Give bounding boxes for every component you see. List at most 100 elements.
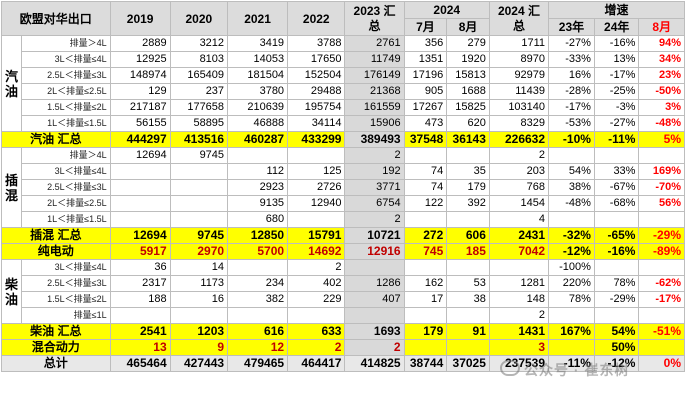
- cell-growth: 220%: [548, 275, 595, 292]
- cell-growth: -50%: [638, 83, 685, 100]
- cell-value: 2761: [344, 35, 405, 52]
- table-row: 柴油 3L＜排量≤4L 36 14 2 -100%: [0, 259, 685, 324]
- cell-value: [109, 163, 171, 180]
- cell-value: 36143: [446, 131, 490, 148]
- cell-value: 464417: [287, 355, 346, 372]
- row-sublabel: 1L＜排量≤1.5L: [21, 115, 111, 132]
- cell-growth: -70%: [638, 179, 685, 196]
- cell-growth: -33%: [548, 51, 595, 68]
- row-label: 插混 汇总: [1, 227, 111, 244]
- cell-value: 1173: [169, 275, 229, 292]
- cell-value: 2: [488, 147, 550, 164]
- cell-growth: [548, 339, 595, 356]
- cell-growth: -17%: [548, 99, 595, 116]
- row-sublabel: 2L＜排量≤2.5L: [21, 83, 111, 100]
- cell-value: 2726: [287, 179, 346, 196]
- cell-value: 162: [403, 275, 448, 292]
- cell-growth: [548, 147, 595, 164]
- table-row: 3L＜排量≤4L 12925 8103 14053 17650 11749 1351 1920…: [2, 51, 685, 68]
- cell-growth: -29%: [593, 291, 640, 308]
- cell-value: [169, 307, 229, 324]
- cell-value: 3771: [344, 179, 405, 196]
- col-2024: 2024: [403, 1, 490, 19]
- cell-growth: -17%: [593, 67, 640, 84]
- cell-value: 279: [446, 35, 490, 52]
- cell-value: [446, 211, 490, 228]
- cell-value: 8329: [488, 115, 550, 132]
- cell-growth: [593, 211, 640, 228]
- cell-value: 473: [403, 115, 448, 132]
- cell-value: 2: [287, 339, 346, 356]
- cell-value: [446, 307, 490, 324]
- cell-value: 427443: [169, 355, 229, 372]
- cell-value: 192: [344, 163, 405, 180]
- cell-value: 12: [227, 339, 289, 356]
- cell-value: 1693: [344, 323, 405, 340]
- cell-value: 35: [446, 163, 490, 180]
- cell-value: [169, 195, 229, 212]
- cell-value: [287, 211, 346, 228]
- cell-value: 633: [287, 323, 346, 340]
- cell-value: 3: [488, 339, 550, 356]
- cell-value: 195754: [287, 99, 346, 116]
- cell-value: 12694: [109, 147, 171, 164]
- cell-growth: -53%: [548, 115, 595, 132]
- cell-value: 58895: [169, 115, 229, 132]
- cell-growth: -51%: [638, 323, 685, 340]
- cell-value: 382: [227, 291, 289, 308]
- row-sublabel: 2.5L＜排量≤3L: [21, 275, 111, 292]
- cell-value: [344, 307, 405, 324]
- row-sublabel: 1L＜排量≤1.5L: [21, 211, 111, 228]
- cell-value: 407: [344, 291, 405, 308]
- cell-value: 14692: [287, 243, 346, 260]
- cell-value: 14: [169, 259, 229, 276]
- row-sublabel: 排量＞4L: [21, 147, 111, 164]
- cell-growth: -89%: [638, 243, 685, 260]
- cell-value: 10721: [344, 227, 405, 244]
- row-sublabel: 3L＜排量≤4L: [21, 163, 111, 180]
- cell-value: 5700: [227, 243, 289, 260]
- row-label: 汽油 汇总: [1, 131, 111, 148]
- cell-growth: -28%: [548, 83, 595, 100]
- cell-value: 13: [109, 339, 171, 356]
- cell-growth: -48%: [638, 115, 685, 132]
- table-row: 汽油 排量＞4L 2889 3212 3419 3788 2761 356 279 1711 -27…: [0, 35, 685, 132]
- cell-value: [446, 339, 490, 356]
- cell-value: [446, 259, 490, 276]
- cell-value: 1281: [488, 275, 550, 292]
- cell-value: 56155: [109, 115, 171, 132]
- cell-value: 38: [446, 291, 490, 308]
- col-g8: 8月: [638, 18, 685, 36]
- cell-value: [109, 307, 171, 324]
- cell-growth: 38%: [548, 179, 595, 196]
- row-label: 柴油 汇总: [1, 323, 111, 340]
- cell-value: [227, 259, 289, 276]
- cell-growth: -27%: [593, 115, 640, 132]
- header-row-2: 7月 8月 23年 24年 8月: [2, 18, 685, 36]
- cell-value: 14053: [227, 51, 289, 68]
- cell-value: 3780: [227, 83, 289, 100]
- cell-value: [403, 259, 448, 276]
- cell-value: 768: [488, 179, 550, 196]
- cell-growth: -16%: [593, 35, 640, 52]
- cell-growth: [638, 307, 685, 324]
- cell-value: 15906: [344, 115, 405, 132]
- table-row: 1L＜排量≤1.5L 680 2 4: [2, 211, 685, 228]
- cell-value: [403, 339, 448, 356]
- cell-value: 3212: [169, 35, 229, 52]
- cell-value: 234: [227, 275, 289, 292]
- cell-value: 181504: [227, 67, 289, 84]
- cell-value: [169, 179, 229, 196]
- cell-growth: [593, 259, 640, 276]
- cell-growth: 0%: [638, 355, 685, 372]
- cell-value: 188: [109, 291, 171, 308]
- export-table: 欧盟对华出口 2019 2020 2021 2022 2023 汇总 2024 …: [0, 1, 685, 372]
- col-jul: 7月: [403, 18, 448, 36]
- table-row: 3L＜排量≤4L 112 125 192 74 35 203 54% 33% 169%: [2, 163, 685, 180]
- cell-value: 9745: [169, 227, 229, 244]
- cell-growth: -32%: [548, 227, 595, 244]
- row-sublabel: 排量＞4L: [21, 35, 111, 52]
- cell-value: 2: [344, 211, 405, 228]
- group-label: 汽油: [0, 35, 23, 132]
- cell-value: [227, 147, 289, 164]
